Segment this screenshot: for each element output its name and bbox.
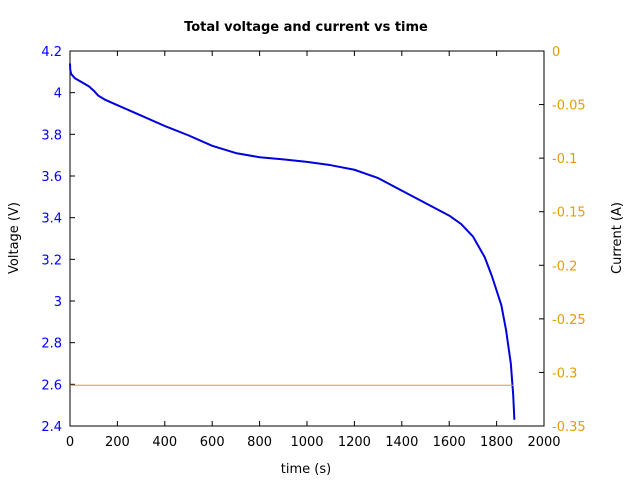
y2-tick-label: -0.25 — [552, 313, 586, 328]
x-tick-label: 600 — [200, 435, 225, 450]
y-tick-label: 3.2 — [41, 253, 62, 268]
y-tick-label: 4 — [54, 87, 62, 102]
series-layer — [69, 63, 516, 420]
x-tick-label: 400 — [152, 435, 177, 450]
x-tick-label: 200 — [105, 435, 130, 450]
y-tick-label: 2.4 — [41, 420, 62, 435]
y2-tick-label: -0.1 — [552, 152, 577, 167]
y2-tick-label: -0.3 — [552, 366, 577, 381]
x-tick-label: 1800 — [480, 435, 513, 450]
y-axis-left: 2.4 2.6 2.8 3 3.2 3.4 3.6 3.8 4 4.2 — [41, 45, 75, 435]
y-axis-label: Voltage (V) — [7, 202, 22, 274]
x-tick-label: 2000 — [527, 435, 560, 450]
x-tick-label: 1600 — [433, 435, 466, 450]
x-axis-label: time (s) — [281, 462, 331, 477]
y-tick-label: 2.6 — [41, 378, 62, 393]
y-tick-label: 2.8 — [41, 337, 62, 352]
y-tick-label: 3.4 — [41, 212, 62, 227]
x-tick-label: 1400 — [385, 435, 418, 450]
y2-tick-label: -0.15 — [552, 206, 586, 221]
chart-title: Total voltage and current vs time — [184, 20, 428, 35]
x-tick-label: 0 — [66, 435, 74, 450]
y2-axis-label: Current (A) — [610, 202, 625, 274]
y2-tick-label: 0 — [552, 45, 560, 60]
y-axis-right: -0.35 -0.3 -0.25 -0.2 -0.15 -0.1 -0.05 0 — [539, 45, 586, 435]
x-tick-label: 1200 — [338, 435, 371, 450]
x-axis: 0 200 400 600 800 1000 1200 1400 1600 1800 2000 — [66, 51, 561, 450]
y-tick-label: 3.8 — [41, 128, 62, 143]
x-tick-label: 1000 — [290, 435, 323, 450]
y-tick-label: 3.6 — [41, 170, 62, 185]
voltage-series-line — [69, 63, 516, 420]
y-tick-label: 3 — [54, 295, 62, 310]
x-tick-label: 800 — [247, 435, 272, 450]
y2-tick-label: -0.05 — [552, 99, 586, 114]
y2-tick-label: -0.35 — [552, 420, 586, 435]
y-tick-label: 4.2 — [41, 45, 62, 60]
y2-tick-label: -0.2 — [552, 259, 577, 274]
plot-area — [69, 50, 545, 427]
